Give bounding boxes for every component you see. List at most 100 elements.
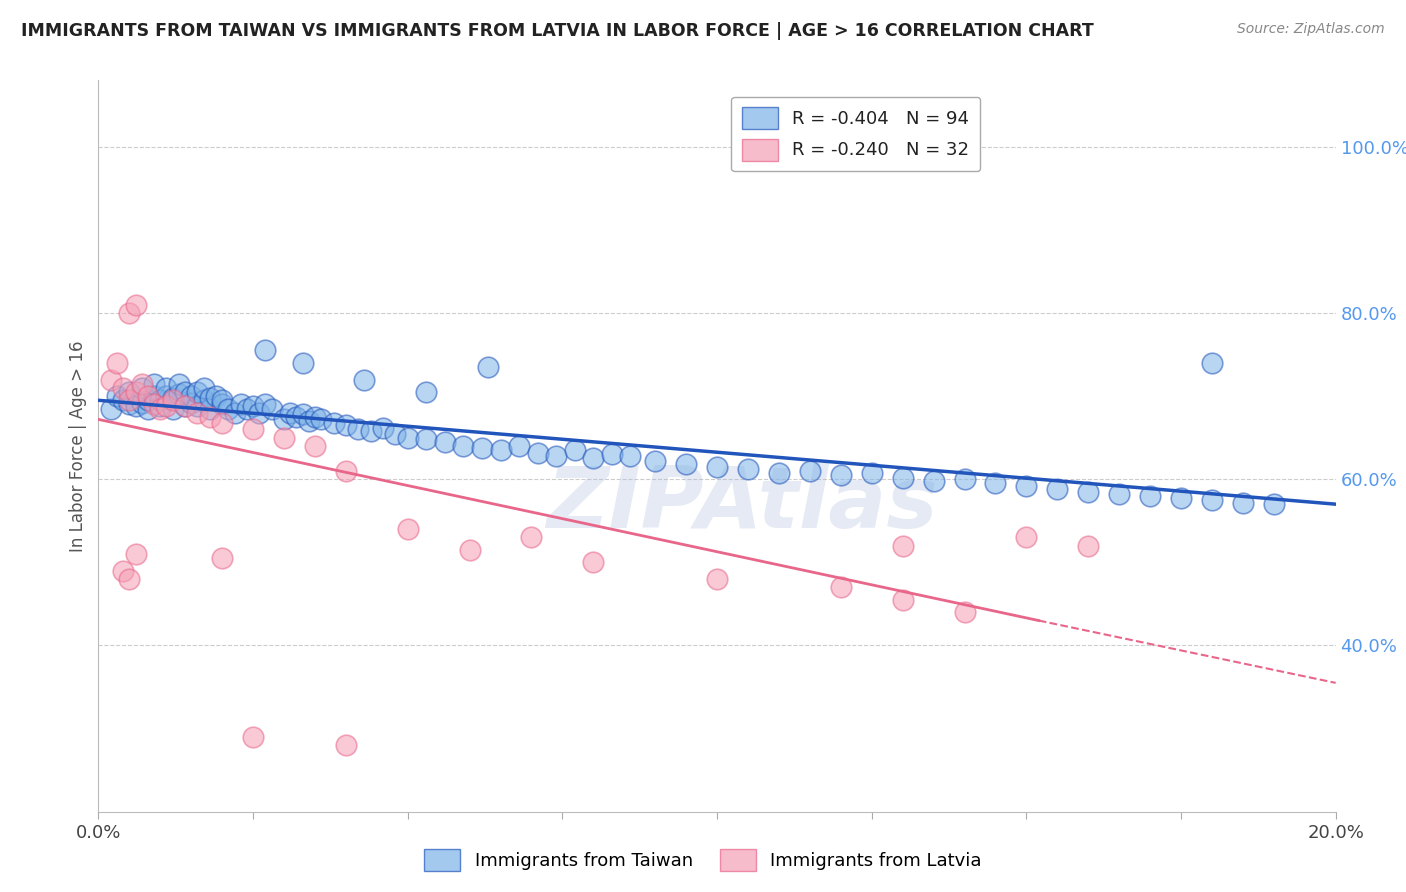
Legend: R = -0.404   N = 94, R = -0.240   N = 32: R = -0.404 N = 94, R = -0.240 N = 32	[731, 96, 980, 171]
Point	[415, 433, 437, 447]
Point	[149, 393, 172, 408]
Point	[737, 462, 759, 476]
Point	[1077, 539, 1099, 553]
Point	[830, 468, 852, 483]
Point	[118, 384, 141, 399]
Point	[273, 431, 295, 445]
Point	[118, 393, 141, 408]
Point	[143, 389, 166, 403]
Point	[186, 406, 208, 420]
Point	[180, 396, 202, 410]
Point	[600, 447, 623, 461]
Text: IMMIGRANTS FROM TAIWAN VS IMMIGRANTS FROM LATVIA IN LABOR FORCE | AGE > 16 CORRE: IMMIGRANTS FROM TAIWAN VS IMMIGRANTS FRO…	[21, 22, 1094, 40]
Point	[433, 434, 456, 449]
Point	[371, 421, 394, 435]
Point	[489, 443, 512, 458]
Point	[247, 406, 270, 420]
Point	[546, 449, 568, 463]
Point	[953, 605, 976, 619]
Point	[224, 406, 246, 420]
Point	[118, 397, 141, 411]
Point	[298, 414, 321, 428]
Point	[477, 359, 499, 374]
Point	[124, 298, 146, 312]
Point	[162, 393, 184, 408]
Point	[984, 476, 1007, 491]
Point	[278, 406, 301, 420]
Point	[254, 343, 277, 358]
Point	[891, 539, 914, 553]
Point	[162, 401, 184, 416]
Point	[193, 393, 215, 408]
Point	[136, 389, 159, 403]
Point	[768, 466, 790, 480]
Point	[155, 389, 177, 403]
Point	[322, 416, 344, 430]
Point	[619, 449, 641, 463]
Point	[396, 431, 419, 445]
Point	[193, 381, 215, 395]
Point	[644, 454, 666, 468]
Point	[242, 399, 264, 413]
Point	[675, 458, 697, 472]
Point	[706, 572, 728, 586]
Point	[131, 381, 153, 395]
Point	[217, 401, 239, 416]
Point	[254, 397, 277, 411]
Point	[706, 459, 728, 474]
Point	[174, 384, 197, 399]
Point	[131, 396, 153, 410]
Point	[155, 381, 177, 395]
Point	[167, 387, 190, 401]
Point	[335, 738, 357, 752]
Point	[180, 389, 202, 403]
Point	[564, 443, 586, 458]
Point	[453, 439, 475, 453]
Point	[335, 464, 357, 478]
Y-axis label: In Labor Force | Age > 16: In Labor Force | Age > 16	[69, 340, 87, 552]
Point	[136, 401, 159, 416]
Point	[471, 441, 494, 455]
Point	[582, 451, 605, 466]
Point	[186, 399, 208, 413]
Point	[260, 401, 283, 416]
Point	[124, 547, 146, 561]
Point	[149, 401, 172, 416]
Point	[953, 472, 976, 486]
Point	[458, 542, 481, 557]
Point	[229, 397, 252, 411]
Point	[799, 464, 821, 478]
Point	[211, 416, 233, 430]
Point	[396, 522, 419, 536]
Point	[198, 401, 221, 416]
Point	[149, 399, 172, 413]
Point	[211, 397, 233, 411]
Point	[1046, 482, 1069, 496]
Point	[1201, 493, 1223, 508]
Point	[211, 551, 233, 566]
Point	[335, 418, 357, 433]
Point	[118, 306, 141, 320]
Point	[582, 555, 605, 569]
Point	[167, 376, 190, 391]
Point	[118, 572, 141, 586]
Point	[155, 399, 177, 413]
Point	[136, 393, 159, 408]
Point	[273, 412, 295, 426]
Point	[891, 470, 914, 484]
Point	[353, 372, 375, 386]
Point	[242, 422, 264, 436]
Point	[830, 580, 852, 594]
Point	[211, 393, 233, 408]
Point	[360, 424, 382, 438]
Point	[100, 401, 122, 416]
Text: Source: ZipAtlas.com: Source: ZipAtlas.com	[1237, 22, 1385, 37]
Point	[1139, 489, 1161, 503]
Point	[112, 381, 135, 395]
Point	[198, 391, 221, 405]
Point	[922, 474, 945, 488]
Point	[1232, 495, 1254, 509]
Point	[291, 408, 314, 422]
Point	[1077, 484, 1099, 499]
Point	[1170, 491, 1192, 505]
